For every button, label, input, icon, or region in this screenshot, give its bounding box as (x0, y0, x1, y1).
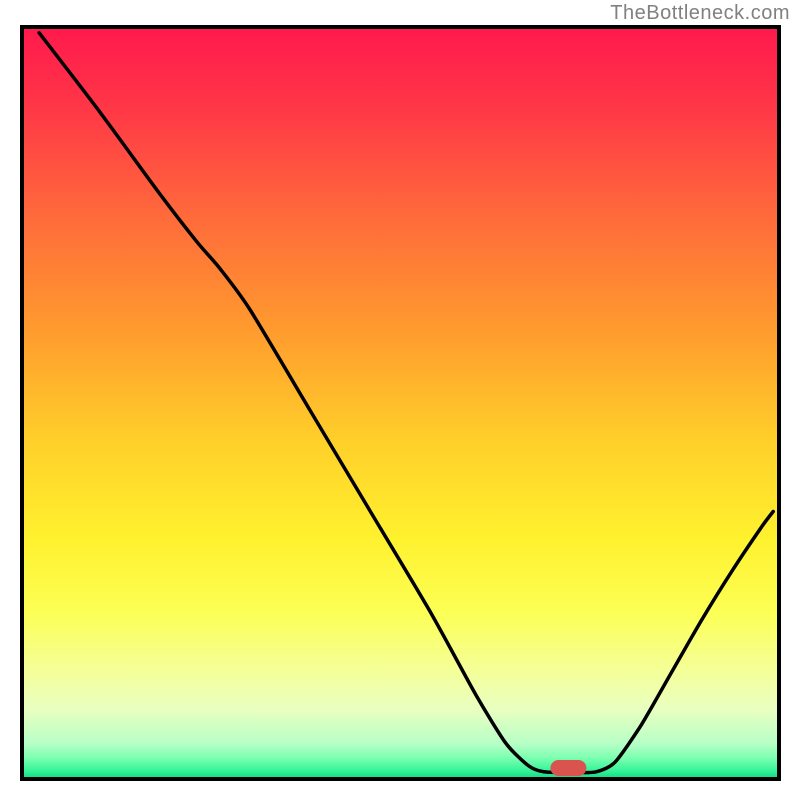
plot-background (24, 29, 777, 777)
optimal-marker (550, 760, 586, 776)
chart-frame: TheBottleneck.com (0, 0, 800, 800)
bottleneck-chart (0, 0, 800, 800)
watermark-label: TheBottleneck.com (610, 2, 790, 25)
